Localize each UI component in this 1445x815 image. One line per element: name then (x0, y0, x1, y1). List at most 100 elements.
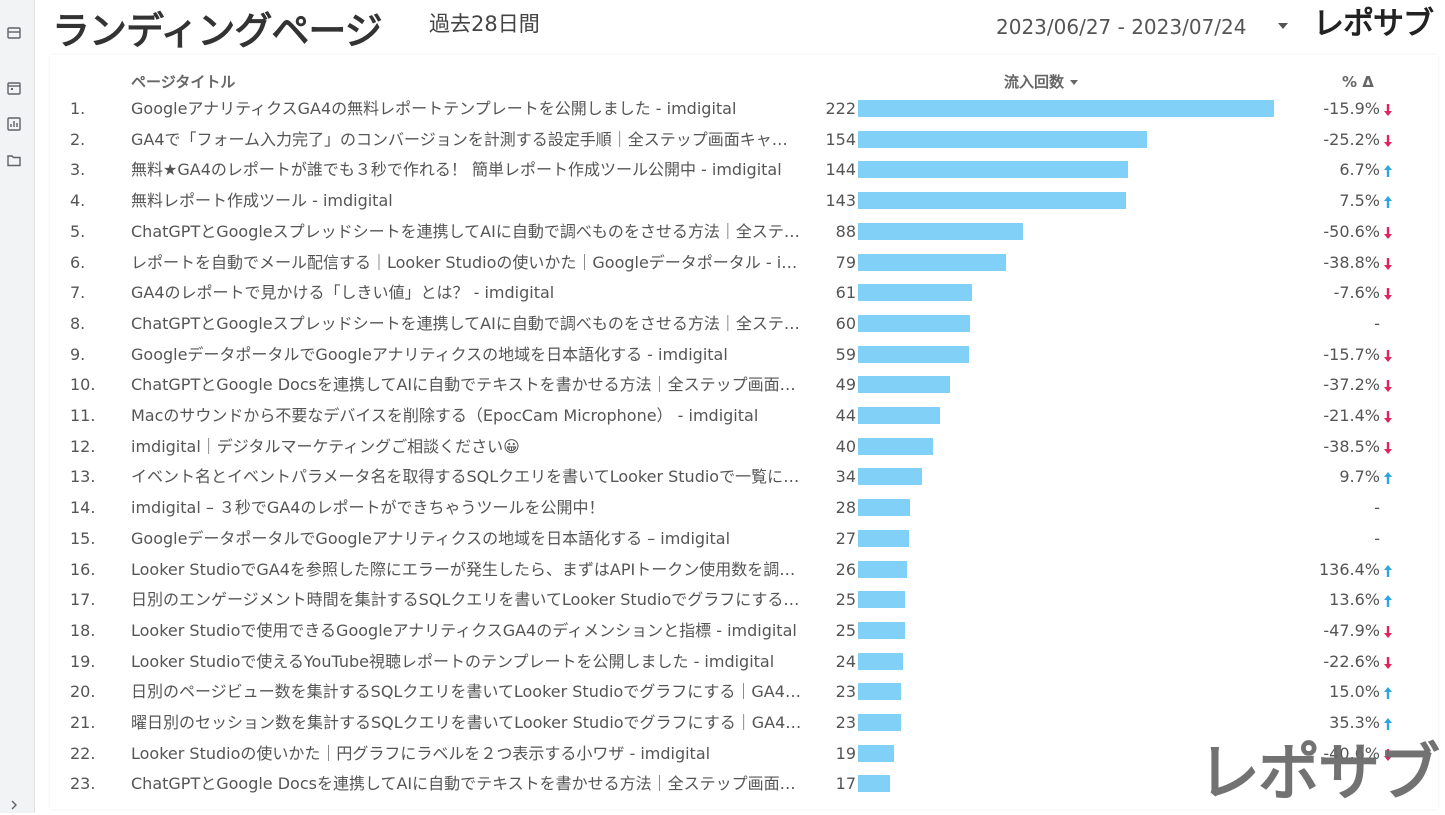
sessions-value: 27 (835, 528, 856, 548)
sessions-bar (858, 744, 894, 762)
column-header-sessions[interactable]: 流入回数 (1004, 72, 1079, 92)
page-title-cell[interactable]: Macのサウンドから不要なデバイスを削除する（EpocCam Microphon… (131, 406, 759, 425)
table-row[interactable]: 22. Looker Studioの使いかた｜円グラフにラベルを２つ表示する小ワザ… (50, 739, 1438, 769)
sessions-value: 23 (835, 713, 856, 732)
folder-icon[interactable] (6, 152, 22, 168)
page-title-cell[interactable]: 曜日別のセッション数を集計するSQLクエリを書いてLooker Studioでグ… (131, 713, 803, 732)
table-row[interactable]: 12. imdigital｜デジタルマーケティングご相談ください😀 40 -38.5% (50, 432, 1438, 462)
table-card (50, 55, 1438, 809)
page-title-cell[interactable]: ChatGPTとGoogle Docsを連携してAIに自動でテキストを書かせる方… (131, 774, 803, 794)
delta-value: -37.2% (1323, 375, 1380, 395)
left-rail (0, 0, 35, 813)
delta-value: -15.7% (1323, 344, 1380, 364)
delta-value: -38.5% (1323, 436, 1380, 456)
sessions-value: 25 (835, 590, 856, 610)
brand-logo: レポサブ (1313, 6, 1434, 42)
sessions-value: 143 (825, 191, 856, 211)
page-title-cell[interactable]: 日別のエンゲージメント時間を集計するSQLクエリを書いてLooker Studi… (131, 590, 803, 610)
row-index: 15. (70, 528, 96, 548)
table-row[interactable]: 10. ChatGPTとGoogle Docsを連携してAIに自動でテキストを書か… (50, 370, 1438, 400)
row-index: 18. (70, 620, 96, 640)
page-title-cell[interactable]: imdigital – ３秒でGA4のレポートができちゃうツールを公開中！ (131, 498, 605, 518)
page-title-cell[interactable]: GoogleデータポータルでGoogleアナリティクスの地域を日本語化する - … (131, 344, 728, 364)
table-row[interactable]: 13. イベント名とイベントパラメータ名を取得するSQLクエリを書いてLooker… (50, 462, 1438, 492)
table-row[interactable]: 8. ChatGPTとGoogleスプレッドシートを連携してAIに自動で調べものを… (50, 309, 1438, 339)
sessions-value: 144 (825, 160, 856, 180)
page-title-cell[interactable]: Looker Studioで使えるYouTube視聴レポートのテンプレートを公開… (131, 651, 775, 671)
delta-value: 15.0% (1329, 682, 1380, 702)
page-title-cell[interactable]: GoogleデータポータルでGoogleアナリティクスの地域を日本語化する – … (131, 528, 731, 548)
table-row[interactable]: 4. 無料レポート作成ツール - imdigital 143 7.5% (50, 186, 1438, 216)
page-title-cell[interactable]: 無料レポート作成ツール - imdigital (131, 191, 393, 211)
arrow-up-icon (1384, 472, 1394, 485)
chevron-down-icon (1278, 23, 1288, 29)
table-row[interactable]: 16. Looker StudioでGA4を参照した際にエラーが発生したら、まずは… (50, 555, 1438, 585)
page-title-cell[interactable]: imdigital｜デジタルマーケティングご相談ください😀 (131, 436, 520, 456)
sessions-value: 23 (835, 682, 856, 702)
page-title-cell[interactable]: Looker Studioで使用できるGoogleアナリティクスGA4のディメン… (131, 620, 797, 640)
table-row[interactable]: 11. Macのサウンドから不要なデバイスを削除する（EpocCam Microp… (50, 401, 1438, 431)
row-index: 14. (70, 498, 96, 518)
sessions-bar (858, 345, 969, 363)
page-title-cell[interactable]: ChatGPTとGoogleスプレッドシートを連携してAIに自動で調べものをさせ… (131, 221, 803, 241)
delta-value: -21.4% (1323, 406, 1380, 425)
table-row[interactable]: 21. 曜日別のセッション数を集計するSQLクエリを書いてLooker Studi… (50, 708, 1438, 738)
row-index: 23. (70, 774, 96, 794)
row-index: 13. (70, 467, 96, 487)
sessions-bar (858, 499, 910, 517)
column-header-title[interactable]: ページタイトル (131, 73, 236, 91)
row-index: 1. (70, 99, 86, 118)
table-row[interactable]: 1. GoogleアナリティクスGA4の無料レポートテンプレートを公開しました -… (50, 94, 1438, 124)
table-row[interactable]: 5. ChatGPTとGoogleスプレッドシートを連携してAIに自動で調べものを… (50, 217, 1438, 247)
table-row[interactable]: 2. GA4で「フォーム入力完了」のコンバージョンを計測する設定手順｜全ステップ画… (50, 125, 1438, 155)
table-row[interactable]: 20. 日別のページビュー数を集計するSQLクエリを書いてLooker Studi… (50, 677, 1438, 707)
delta-value: 13.6% (1329, 590, 1380, 610)
column-header-sessions-label: 流入回数 (1004, 73, 1065, 91)
sessions-bar (858, 100, 1274, 117)
table-row[interactable]: 15. GoogleデータポータルでGoogleアナリティクスの地域を日本語化する… (50, 524, 1438, 554)
arrow-up-icon (1384, 718, 1394, 730)
page-title-cell[interactable]: GA4で「フォーム入力完了」のコンバージョンを計測する設定手順｜全ステップ画面キ… (131, 129, 803, 149)
page-title-cell[interactable]: イベント名とイベントパラメータ名を取得するSQLクエリを書いてLooker St… (131, 467, 803, 487)
arrow-down-icon (1384, 226, 1394, 239)
sessions-value: 154 (825, 129, 856, 149)
table-row[interactable]: 9. GoogleデータポータルでGoogleアナリティクスの地域を日本語化する … (50, 340, 1438, 370)
row-index: 2. (70, 129, 86, 149)
page-title-cell[interactable]: Looker Studioの使いかた｜円グラフにラベルを２つ表示する小ワザ - … (131, 743, 711, 763)
table-row[interactable]: 23. ChatGPTとGoogle Docsを連携してAIに自動でテキストを書か… (50, 769, 1438, 799)
page-title-cell[interactable]: 日別のページビュー数を集計するSQLクエリを書いてLooker Studioでグ… (131, 682, 803, 702)
arrow-down-icon (1384, 411, 1394, 423)
sessions-value: 25 (835, 620, 856, 640)
page-title-cell[interactable]: レポートを自動でメール配信する｜Looker Studioの使いかた｜Googl… (131, 252, 803, 272)
page-title-cell[interactable]: 無料★GA4のレポートが誰でも３秒で作れる！ 簡単レポート作成ツール公開中 - … (131, 160, 782, 180)
sessions-bar (858, 714, 901, 731)
arrow-down-icon (1384, 625, 1394, 638)
chevron-right-icon[interactable] (8, 796, 20, 810)
page-title-cell[interactable]: ChatGPTとGoogle Docsを連携してAIに自動でテキストを書かせる方… (131, 375, 803, 395)
table-row[interactable]: 14. imdigital – ３秒でGA4のレポートができちゃうツールを公開中！… (50, 493, 1438, 523)
arrow-down-icon (1384, 380, 1394, 393)
page-title-cell[interactable]: GA4のレポートで見かける「しきい値」とは？ - imdigital (131, 283, 555, 303)
delta-value: -47.9% (1323, 620, 1380, 640)
row-index: 9. (70, 344, 86, 364)
delta-value: 7.5% (1339, 191, 1380, 211)
table-row[interactable]: 7. GA4のレポートで見かける「しきい値」とは？ - imdigital 61 -7… (50, 278, 1438, 308)
report-icon[interactable] (6, 116, 22, 132)
calendar-icon[interactable] (6, 80, 22, 96)
sessions-value: 17 (835, 774, 856, 794)
table-row[interactable]: 3. 無料★GA4のレポートが誰でも３秒で作れる！ 簡単レポート作成ツール公開中 … (50, 155, 1438, 185)
arrow-down-icon (1384, 257, 1394, 270)
page-title-cell[interactable]: GoogleアナリティクスGA4の無料レポートテンプレートを公開しました - i… (131, 99, 737, 118)
store-icon[interactable] (6, 25, 22, 41)
page-title-cell[interactable]: Looker StudioでGA4を参照した際にエラーが発生したら、まずはAPI… (131, 559, 803, 579)
table-row[interactable]: 19. Looker Studioで使えるYouTube視聴レポートのテンプレート… (50, 647, 1438, 677)
table-row[interactable]: 6. レポートを自動でメール配信する｜Looker Studioの使いかた｜Goo… (50, 248, 1438, 278)
date-range-picker[interactable]: 2023/06/27 - 2023/07/24 (996, 12, 1296, 42)
sessions-bar (858, 161, 1128, 179)
row-index: 4. (70, 191, 86, 211)
table-row[interactable]: 18. Looker Studioで使用できるGoogleアナリティクスGA4のデ… (50, 616, 1438, 646)
sessions-bar (858, 192, 1126, 210)
page-title-cell[interactable]: ChatGPTとGoogleスプレッドシートを連携してAIに自動で調べものをさせ… (131, 313, 803, 333)
table-row[interactable]: 17. 日別のエンゲージメント時間を集計するSQLクエリを書いてLooker St… (50, 585, 1438, 615)
column-header-delta[interactable]: % Δ (1342, 73, 1374, 91)
